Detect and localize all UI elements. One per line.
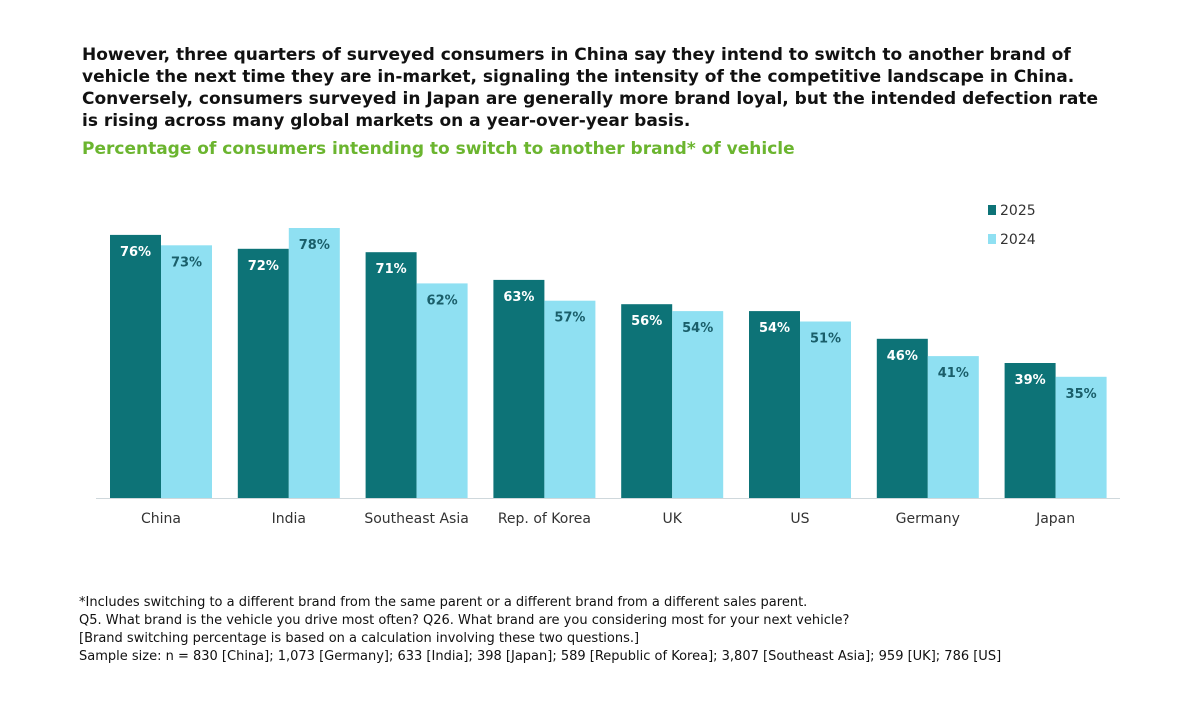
data-label-2024-uk: 54% (682, 321, 713, 336)
data-label-2025-southeast-asia: 71% (376, 262, 407, 277)
bar-2025-china (110, 234, 161, 498)
bar-2025-japan (1004, 363, 1056, 498)
footnote-calculation: [Brand switching percentage is based on … (79, 631, 640, 646)
x-tick-label-uk: UK (662, 511, 682, 527)
x-tick-label-us: US (790, 511, 809, 527)
bar-2024-us (800, 321, 851, 498)
chart-title: Percentage of consumers intending to swi… (82, 139, 795, 159)
data-label-2025-germany: 46% (887, 349, 918, 364)
legend-swatch-2024 (988, 234, 996, 244)
bar-2025-uk (621, 304, 673, 498)
footnotes: *Includes switching to a different brand… (79, 594, 1159, 666)
bar-2024-japan (1055, 376, 1107, 498)
bar-2024-southeast-asia (416, 283, 468, 498)
bar-2025-rep-of-korea (493, 279, 545, 498)
footnote-sample-size: Sample size: n = 830 [China]; 1,073 [Ger… (79, 649, 1002, 664)
bar-2024-uk (672, 311, 724, 498)
data-label-2025-rep-of-korea: 63% (503, 290, 534, 305)
data-label-2025-japan: 39% (1015, 373, 1046, 388)
data-label-2024-us: 51% (810, 332, 841, 347)
data-label-2025-india: 72% (248, 259, 279, 274)
bar-2025-germany (876, 338, 928, 498)
bar-2024-germany (927, 356, 979, 498)
data-label-2025-us: 54% (759, 321, 790, 336)
bar-2025-southeast-asia (365, 252, 417, 498)
bar-2025-us (749, 311, 800, 498)
bar-2025-india (237, 248, 289, 498)
legend-swatch-2025 (988, 205, 996, 215)
x-tick-label-southeast-asia: Southeast Asia (364, 511, 468, 527)
x-tick-label-rep-of-korea: Rep. of Korea (498, 511, 591, 527)
legend-label-2025: 2025 (1000, 203, 1036, 219)
data-label-2024-china: 73% (171, 255, 202, 270)
x-tick-label-japan: Japan (1035, 511, 1075, 527)
data-label-2025-uk: 56% (631, 314, 662, 329)
headline: However, three quarters of surveyed cons… (82, 45, 1099, 131)
footnote-asterisk: *Includes switching to a different brand… (79, 595, 808, 610)
footnote-questions: Q5. What brand is the vehicle you drive … (79, 613, 850, 628)
data-label-2024-japan: 35% (1066, 387, 1097, 402)
bar-2024-india (288, 228, 340, 498)
bar-2024-china (161, 245, 212, 498)
data-label-2024-germany: 41% (938, 366, 969, 381)
x-tick-label-india: India (272, 511, 306, 527)
bar-2024-rep-of-korea (544, 300, 596, 498)
data-label-2024-india: 78% (299, 238, 330, 253)
legend-label-2024: 2024 (1000, 232, 1036, 248)
x-tick-label-china: China (141, 511, 181, 527)
data-label-2025-china: 76% (120, 245, 151, 260)
x-tick-label-germany: Germany (896, 511, 960, 527)
data-label-2024-rep-of-korea: 57% (554, 311, 585, 326)
data-label-2024-southeast-asia: 62% (427, 293, 458, 308)
